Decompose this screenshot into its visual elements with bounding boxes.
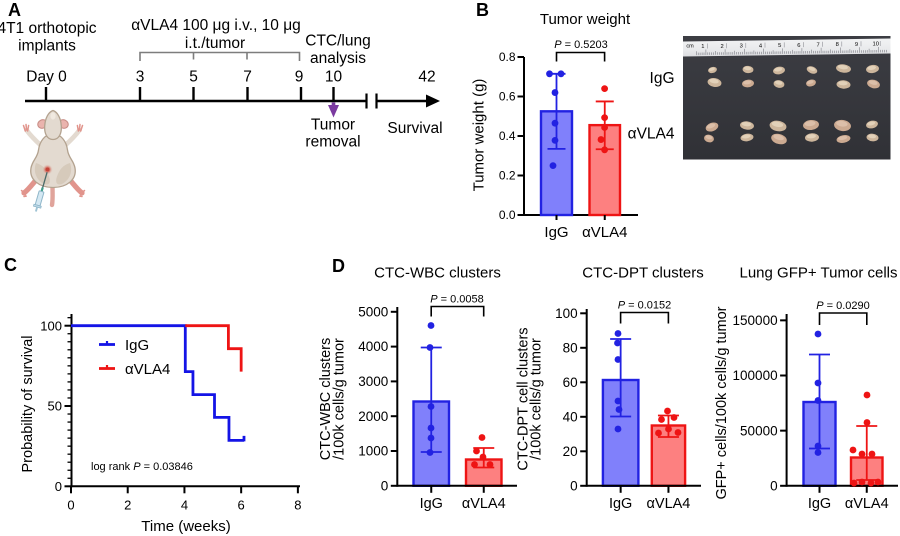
svg-text:2: 2 <box>720 44 723 50</box>
svg-text:cm: cm <box>686 44 694 50</box>
svg-text:0.8: 0.8 <box>499 50 516 64</box>
svg-text:0.4: 0.4 <box>499 129 516 143</box>
svg-text:7: 7 <box>243 69 252 86</box>
svg-text:50000: 50000 <box>740 423 778 438</box>
svg-text:4T1 orthotopic: 4T1 orthotopic <box>0 20 97 37</box>
svg-text:3: 3 <box>740 44 743 50</box>
svg-text:IgG: IgG <box>609 496 632 512</box>
svg-text:Tumor weight: Tumor weight <box>540 11 631 28</box>
svg-text:αVLA4: αVLA4 <box>462 496 506 512</box>
svg-text:1: 1 <box>701 44 704 50</box>
svg-text:IgG: IgG <box>808 496 831 512</box>
svg-text:0: 0 <box>55 479 62 494</box>
svg-text:0: 0 <box>381 478 389 493</box>
svg-text:implants: implants <box>18 38 76 55</box>
svg-text:10: 10 <box>325 69 343 86</box>
svg-text:7: 7 <box>816 43 819 49</box>
svg-text:IgG: IgG <box>544 224 568 241</box>
svg-text:P = 0.0290: P = 0.0290 <box>816 300 870 312</box>
svg-text:CTC-WBC clusters: CTC-WBC clusters <box>318 338 334 460</box>
svg-text:6: 6 <box>797 43 800 49</box>
svg-text:0: 0 <box>67 498 74 513</box>
svg-text:3: 3 <box>136 69 145 86</box>
svg-text:4: 4 <box>181 498 188 513</box>
svg-text:i.t./tumor: i.t./tumor <box>185 35 245 52</box>
svg-text:0.2: 0.2 <box>499 169 516 183</box>
svg-text:αVLA4: αVLA4 <box>845 496 889 512</box>
svg-text:5: 5 <box>778 43 781 49</box>
svg-text:C: C <box>4 255 17 275</box>
svg-text:P = 0.0152: P = 0.0152 <box>618 299 672 311</box>
svg-text:2: 2 <box>124 498 131 513</box>
svg-text:IgG: IgG <box>650 70 675 87</box>
svg-text:Tumor weight (g): Tumor weight (g) <box>471 79 488 192</box>
svg-text:αVLA4: αVLA4 <box>125 361 170 378</box>
svg-text:4: 4 <box>759 43 763 49</box>
svg-text:10: 10 <box>872 42 878 48</box>
svg-text:CTC-WBC clusters: CTC-WBC clusters <box>374 265 501 282</box>
svg-text:B: B <box>476 0 489 20</box>
svg-text:Tumor: Tumor <box>311 117 355 134</box>
svg-text:D: D <box>332 256 345 276</box>
svg-text:0: 0 <box>770 478 778 493</box>
svg-text:αVLA4: αVLA4 <box>582 224 627 241</box>
svg-text:removal: removal <box>305 134 360 151</box>
svg-text:4000: 4000 <box>358 339 388 354</box>
svg-text:5: 5 <box>189 69 198 86</box>
svg-text:9: 9 <box>295 69 304 86</box>
svg-text:Survival: Survival <box>387 120 442 137</box>
svg-text:150000: 150000 <box>733 313 778 328</box>
svg-text:1000: 1000 <box>358 444 388 459</box>
svg-text:αVLA4 100 μg i.v., 10 μg: αVLA4 100 μg i.v., 10 μg <box>131 17 301 34</box>
svg-text:P = 0.0058: P = 0.0058 <box>430 294 484 306</box>
svg-text:CTC/lung: CTC/lung <box>305 33 370 50</box>
svg-text:αVLA4: αVLA4 <box>647 496 691 512</box>
svg-text:0: 0 <box>570 478 578 493</box>
svg-text:2000: 2000 <box>358 409 388 424</box>
svg-text:40: 40 <box>563 409 578 424</box>
svg-text:8: 8 <box>294 498 301 513</box>
svg-text:Time (weeks): Time (weeks) <box>141 518 230 535</box>
svg-text:analysis: analysis <box>310 50 366 67</box>
svg-text:0.0: 0.0 <box>499 208 516 222</box>
svg-text:CTC-DPT cell clusters: CTC-DPT cell clusters <box>516 327 532 470</box>
svg-text:42: 42 <box>418 69 435 86</box>
svg-text:Probability of survival: Probability of survival <box>20 336 36 473</box>
svg-text:80: 80 <box>563 340 578 355</box>
svg-text:60: 60 <box>563 375 578 390</box>
svg-text:3000: 3000 <box>358 374 388 389</box>
svg-text:IgG: IgG <box>125 337 149 354</box>
svg-text:5000: 5000 <box>358 304 388 319</box>
svg-text:8: 8 <box>836 42 839 48</box>
svg-text:GFP+ cells/100k cells/g tumor: GFP+ cells/100k cells/g tumor <box>714 306 730 499</box>
svg-text:αVLA4: αVLA4 <box>628 126 675 143</box>
svg-text:6: 6 <box>238 498 245 513</box>
svg-text:IgG: IgG <box>420 496 443 512</box>
svg-text:Lung GFP+ Tumor cells: Lung GFP+ Tumor cells <box>740 265 898 282</box>
svg-text:100: 100 <box>555 306 578 321</box>
svg-text:9: 9 <box>855 42 858 48</box>
svg-text:0.6: 0.6 <box>499 90 516 104</box>
svg-text:A: A <box>8 0 21 20</box>
svg-text:Day 0: Day 0 <box>26 69 67 86</box>
svg-text:log rank P = 0.03846: log rank P = 0.03846 <box>91 461 193 473</box>
svg-text:/100k cells/g tumor: /100k cells/g tumor <box>332 338 348 460</box>
svg-text:20: 20 <box>563 444 578 459</box>
svg-text:50: 50 <box>48 399 62 414</box>
svg-text:/100k cells/g tumor: /100k cells/g tumor <box>529 338 545 460</box>
svg-text:100000: 100000 <box>733 368 778 383</box>
svg-text:P = 0.5203: P = 0.5203 <box>554 39 608 51</box>
svg-text:100: 100 <box>40 318 62 333</box>
svg-text:CTC-DPT clusters: CTC-DPT clusters <box>582 265 703 282</box>
